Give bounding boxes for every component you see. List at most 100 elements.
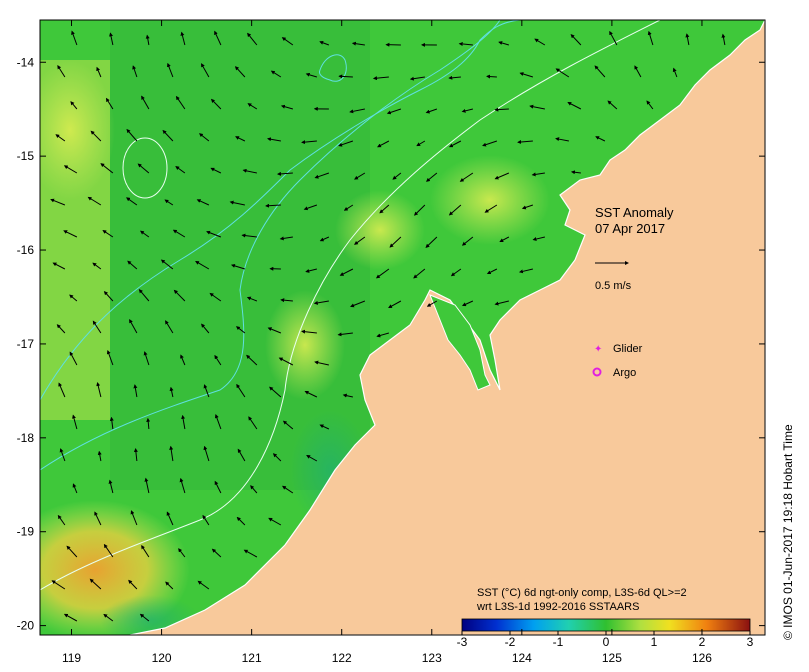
current-arrow	[209, 292, 222, 302]
current-arrow	[87, 196, 102, 206]
current-arrow	[246, 354, 258, 366]
lat-tick-label: -15	[17, 149, 35, 163]
contour-cyan-middle	[40, 20, 501, 471]
current-arrow	[72, 483, 78, 494]
colorbar-caption-line1: SST (°C) 6d ngt-only comp, L3S-6d QL>=2	[477, 587, 687, 599]
current-arrow	[103, 613, 114, 622]
current-arrow	[594, 65, 606, 78]
current-arrow	[375, 268, 390, 279]
current-arrow	[169, 445, 174, 462]
current-arrow	[413, 204, 426, 216]
current-arrow	[319, 236, 330, 242]
current-arrow	[173, 289, 186, 302]
current-arrow	[448, 140, 462, 148]
current-arrow	[301, 329, 317, 334]
current-arrow	[141, 95, 150, 110]
current-arrow	[304, 390, 318, 398]
current-arrow	[448, 204, 462, 216]
current-arrow	[461, 236, 474, 246]
current-arrow	[247, 103, 258, 110]
current-arrow	[354, 236, 366, 245]
current-arrow	[132, 65, 138, 78]
current-arrow	[521, 204, 534, 210]
lon-tick-label: 119	[62, 651, 81, 665]
current-arrow	[647, 30, 654, 46]
colorbar-tick-label: 0	[603, 635, 610, 649]
current-arrow	[376, 332, 390, 338]
current-arrow	[210, 167, 222, 174]
current-arrow	[314, 360, 329, 366]
current-arrow	[164, 199, 174, 206]
current-arrow	[90, 130, 102, 142]
current-arrow	[127, 260, 138, 270]
current-arrow	[195, 260, 210, 270]
current-arrow	[96, 66, 102, 78]
current-arrow	[175, 166, 186, 174]
current-arrow	[499, 236, 510, 243]
current-arrow	[555, 68, 570, 78]
current-arrow	[555, 137, 569, 142]
current-arrow	[377, 140, 390, 148]
current-arrow	[494, 172, 510, 180]
current-arrow	[389, 236, 402, 248]
map-title: SST Anomaly	[595, 205, 674, 220]
warm-patch-northeast	[430, 155, 550, 245]
current-arrow	[197, 580, 210, 590]
current-arrow	[265, 203, 281, 208]
scale-arrow-label: 0.5 m/s	[595, 280, 632, 292]
current-arrow	[280, 104, 294, 110]
gulf-water	[429, 294, 491, 391]
current-arrow	[100, 163, 114, 174]
current-arrow	[139, 613, 150, 622]
current-arrow	[305, 268, 317, 273]
colorbar-caption-line2: wrt L3S-1d 1992-2016 SSTAARS	[476, 601, 639, 613]
current-arrow	[248, 416, 258, 430]
colorbar-ticks: -3 -2 -1 0 1 2 3	[457, 631, 754, 649]
current-arrow	[175, 95, 186, 110]
current-arrow	[267, 137, 281, 142]
current-arrow	[247, 32, 258, 46]
argo-legend-label: Argo	[613, 367, 636, 379]
current-arrow	[105, 97, 114, 110]
current-arrow	[108, 479, 114, 494]
contour-white-offshore	[40, 20, 661, 591]
plot-area: ✦	[40, 20, 765, 635]
current-arrow	[71, 30, 78, 46]
current-arrow	[482, 140, 498, 147]
current-arrow	[685, 33, 690, 46]
current-arrow	[721, 33, 726, 46]
colorbar-tick-label: 1	[651, 635, 658, 649]
current-arrow	[199, 133, 210, 142]
current-arrow	[210, 98, 222, 110]
current-arrow	[270, 70, 282, 78]
current-arrow	[201, 323, 210, 334]
current-arrow	[55, 134, 66, 142]
current-arrow	[267, 327, 282, 334]
lon-tick-label: 124	[512, 651, 532, 665]
current-arrow	[388, 300, 402, 309]
current-arrow	[196, 199, 210, 206]
current-arrow	[162, 129, 174, 142]
current-arrow	[235, 326, 246, 334]
current-arrow	[180, 354, 186, 366]
current-arrow	[211, 548, 222, 558]
current-arrow	[459, 172, 474, 182]
current-arrow	[241, 233, 257, 238]
current-arrow	[570, 170, 581, 175]
current-arrow	[206, 230, 222, 238]
current-arrow	[498, 41, 510, 46]
current-arrow	[145, 34, 150, 46]
current-arrow	[89, 578, 102, 590]
current-arrow	[282, 420, 294, 430]
current-arrow	[272, 453, 282, 462]
current-arrow	[486, 74, 497, 79]
colorbar-tick-label: -2	[505, 635, 516, 649]
current-arrow	[246, 296, 258, 302]
glider-legend-label: Glider	[613, 343, 643, 355]
current-arrow	[281, 37, 294, 46]
current-vectors	[50, 30, 726, 622]
credit-text: © IMOS 01-Jun-2017 19:18 Hobart Time	[781, 424, 795, 640]
current-arrow	[169, 386, 174, 398]
current-arrow	[425, 108, 438, 114]
